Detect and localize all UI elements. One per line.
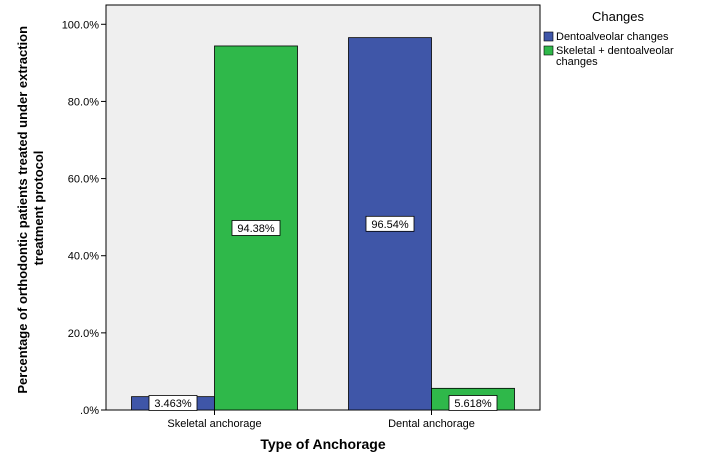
data-label-skeletal-anchorage-skeletal-dentoalveolar-changes: 94.38% bbox=[231, 220, 281, 236]
y-tick-label: .0% bbox=[80, 405, 99, 417]
data-label-box bbox=[365, 215, 415, 232]
data-label-dental-anchorage-skeletal-dentoalveolar-changes: 5.618% bbox=[448, 395, 498, 411]
y-axis: .0% 20.0% 40.0% 60.0% 80.0% 100.0% bbox=[62, 19, 106, 417]
legend-label-dentoalveolar: Dentoalveolar changes bbox=[556, 31, 669, 43]
data-labels: 3.463% 94.38% 96.54% 5.618% bbox=[148, 215, 498, 411]
data-label-text: 5.618% bbox=[454, 398, 492, 410]
x-tick-label-skeletal-anchorage: Skeletal anchorage bbox=[167, 418, 261, 430]
x-axis: Skeletal anchorage Dental anchorage bbox=[167, 410, 475, 430]
legend-title: Changes bbox=[592, 9, 645, 24]
data-label-text: 94.38% bbox=[237, 223, 275, 235]
legend: Changes Dentoalveolar changes Skeletal +… bbox=[543, 9, 677, 68]
legend-label-skeletal-dentoalveolar: Skeletal + dentoalveolar changes bbox=[556, 45, 677, 68]
y-axis-title-line-2: treatment protocol bbox=[31, 151, 46, 266]
data-label-box bbox=[448, 395, 498, 411]
y-axis-title-line-1: Percentage of orthodontic patients treat… bbox=[15, 26, 30, 394]
legend-label-skeletal-dentoalveolar-line-1: Skeletal + dentoalveolar bbox=[556, 45, 674, 57]
y-tick-label: 20.0% bbox=[68, 328, 99, 340]
data-label-dental-anchorage-dentoalveolar-changes: 96.54% bbox=[365, 215, 415, 232]
x-axis-title: Type of Anchorage bbox=[260, 436, 385, 452]
y-tick-label: 40.0% bbox=[68, 251, 99, 263]
y-tick-label: 80.0% bbox=[68, 96, 99, 108]
y-tick-label: 60.0% bbox=[68, 174, 99, 186]
data-label-text: 3.463% bbox=[154, 398, 192, 410]
plot-area bbox=[105, 4, 541, 411]
data-label-text: 96.54% bbox=[371, 219, 409, 231]
legend-label-skeletal-dentoalveolar-line-2: changes bbox=[556, 56, 598, 68]
x-tick-label-dental-anchorage: Dental anchorage bbox=[388, 418, 475, 430]
legend-swatch-skeletal-dentoalveolar bbox=[543, 45, 554, 56]
data-label-box bbox=[231, 220, 281, 236]
y-tick-label: 100.0% bbox=[62, 19, 100, 31]
legend-swatch-dentoalveolar bbox=[543, 31, 554, 42]
data-label-skeletal-anchorage-dentoalveolar-changes: 3.463% bbox=[148, 395, 198, 411]
data-label-box bbox=[148, 395, 198, 411]
y-axis-title: Percentage of orthodontic patients treat… bbox=[15, 22, 46, 393]
